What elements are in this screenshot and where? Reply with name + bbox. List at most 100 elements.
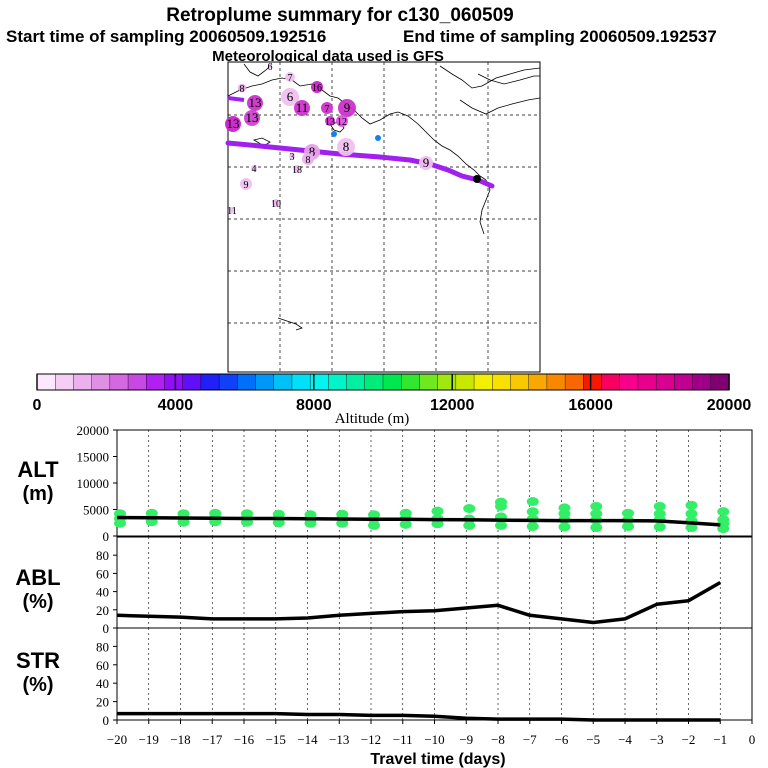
x-tick-label-0: −20 [107,732,127,747]
abl-label-top: ABL [15,565,60,590]
colorbar-swatch-12 [255,373,275,391]
plume-point-label-1: 6 [287,89,294,104]
colorbar-swatch-25 [492,373,512,391]
colorbar-swatch-15 [309,373,330,391]
x-tick-label-14: −6 [555,732,569,747]
plume-point-label-21: 3 [290,152,295,163]
plume-point-13 [337,138,355,156]
alt-panel: 20000 15000 10000 5000 0 [77,423,753,544]
plume-point-label-4: 13 [249,95,262,110]
colorbar-swatch-18 [364,373,384,391]
plume-point-12 [325,116,335,126]
alt-point-17 [272,518,285,528]
colorbar-swatch-37 [710,373,730,391]
plume-point-label-22: 9 [423,155,430,170]
plume-point-18 [272,199,280,207]
alt-point-47 [558,522,571,532]
x-tick-label-4: −16 [234,732,255,747]
alt-point-42 [526,497,539,507]
alt-point-8 [177,517,190,527]
map-frame [227,61,541,373]
alt-point-53 [622,508,634,518]
plume-point-label-6: 13 [227,116,240,131]
colorbar-swatch-4 [109,373,129,391]
colorbar-swatch-3 [91,373,111,391]
colorbar-swatch-32 [619,373,639,391]
colorbar-swatch-33 [637,373,657,391]
alt-point-2 [114,518,126,528]
plume-point-blue-b [375,135,381,141]
colorbar-swatch-7 [164,373,184,391]
abl-ytick-label-3: 20 [96,603,109,618]
x-tick-label-7: −13 [329,732,349,747]
plume-point-label-9: 7 [325,104,330,115]
colorbar-swatch-21 [419,373,439,391]
x-tick-label-13: −7 [523,732,537,747]
colorbar-swatch-13 [273,373,293,391]
abl-panel: 80 60 40 20 0 [96,536,753,636]
colorbar-tick-label-2: 8000 [296,397,332,414]
alt-point-26 [368,520,380,530]
x-axis-label: Travel time (days) [370,751,505,768]
str-label-bottom: (%) [22,674,53,696]
alt-point-10 [209,508,222,518]
plume-point-label-11: 12 [337,117,347,128]
plume-track-line [225,140,495,189]
str-ytick-label-2: 40 [96,676,109,691]
str-label-top: STR [16,648,60,673]
alt-label-top: ALT [17,457,59,482]
str-ytick-label-4: 0 [103,713,110,728]
colorbar-swatch-11 [237,373,257,391]
plume-point-17 [240,178,252,190]
plume-point-label-2: 6 [268,62,273,73]
alt-point-62 [685,523,698,533]
colorbar-label: Altitude (m) [335,411,410,427]
alt-ytick-label-4: 0 [103,529,110,544]
colorbar-swatch-19 [382,373,402,391]
colorbar-tick-label-1: 4000 [158,397,194,414]
alt-label-bottom: (m) [22,483,53,505]
colorbar-swatch-22 [437,373,457,391]
plume-point-label-16: 4 [252,164,257,175]
x-tick-label-16: −4 [618,732,632,747]
colorbar-swatch-34 [655,373,676,391]
colorbar-swatch-30 [583,373,603,391]
plume-point-10 [338,99,356,117]
plume-point-9 [321,102,333,114]
alt-point-25 [368,510,380,520]
plume-point-label-20: 18 [292,165,302,176]
alt-point-51 [590,523,603,533]
x-tick-label-12: −8 [491,732,505,747]
alt-point-13 [241,509,253,519]
figure-title: Retroplume summary for c130_060509 [166,5,513,26]
colorbar-swatch-5 [127,373,147,391]
alt-point-28 [399,508,412,518]
plume-point-11 [336,115,348,127]
colorbar-swatch-27 [528,373,548,391]
colorbar-swatch-16 [328,373,348,391]
plume-point-label-10: 9 [344,100,351,115]
alt-point-43 [526,521,539,531]
plume-point-19 [229,207,235,213]
alt-point-58 [653,522,666,532]
colorbar-swatch-35 [674,373,694,391]
alt-point-7 [177,509,190,519]
alt-point-29 [399,519,412,529]
x-tick-label-19: −1 [713,732,727,747]
str-panel-label: STR (%) [16,648,60,696]
alt-point-54 [622,521,634,531]
str-series-line [117,711,721,722]
alt-point-35 [463,520,476,530]
colorbar-swatch-17 [346,373,366,391]
plume-point-7 [311,81,323,93]
x-tick-label-5: −15 [266,732,286,747]
abl-series-line [116,580,722,625]
alt-point-60 [685,509,698,519]
alt-point-32 [431,519,444,529]
plume-point-label-3: 8 [240,84,245,95]
alt-point-57 [653,501,666,511]
alt-point-66 [717,524,730,534]
str-ytick-label-0: 80 [96,639,109,654]
